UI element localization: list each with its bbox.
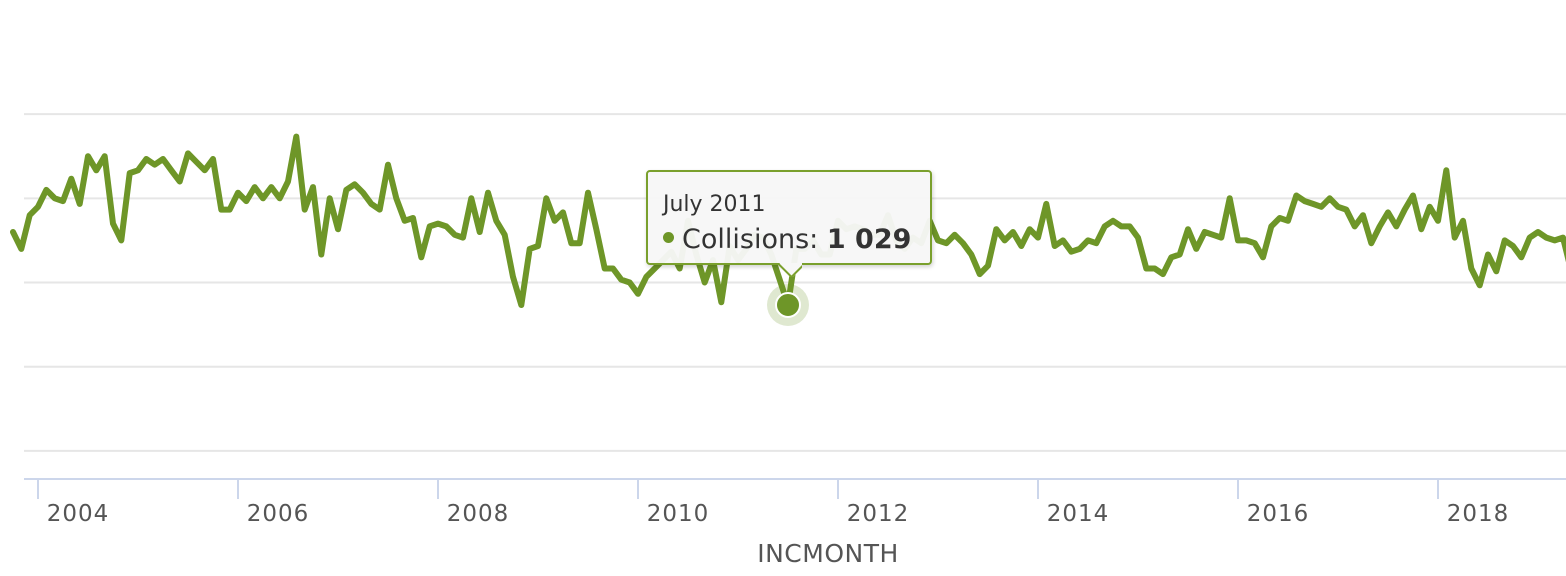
tooltip-series-name: Collisions (682, 224, 810, 255)
series-dot-icon (663, 232, 674, 243)
x-tick-label-2010: 2010 (647, 501, 710, 527)
hover-marker (767, 283, 809, 326)
hover-point[interactable] (775, 291, 801, 318)
x-axis-ticks: 2004 2006 2008 2010 2012 2014 2016 2018 (37, 479, 1510, 527)
tooltip-row: Collisions: 1 029 (663, 224, 911, 255)
tooltip-date: July 2011 (663, 192, 766, 217)
x-tick-label-2018: 2018 (1447, 501, 1510, 527)
tooltip: July 2011 Collisions: 1 029 (646, 170, 932, 265)
tooltip-value: 1 029 (826, 224, 912, 255)
x-axis-title: INCMONTH (757, 539, 899, 568)
tooltip-arrow (778, 263, 802, 277)
x-tick-label-2016: 2016 (1247, 501, 1310, 527)
grid-lines (24, 113, 1566, 452)
x-tick-label-2006: 2006 (247, 501, 310, 527)
x-tick-label-2014: 2014 (1047, 501, 1110, 527)
tooltip-separator: : (809, 224, 827, 255)
x-axis: 2004 2006 2008 2010 2012 2014 2016 2018 (24, 478, 1566, 527)
x-tick-label-2004: 2004 (47, 501, 110, 527)
x-tick-label-2012: 2012 (847, 501, 910, 527)
x-tick-label-2008: 2008 (447, 501, 510, 527)
